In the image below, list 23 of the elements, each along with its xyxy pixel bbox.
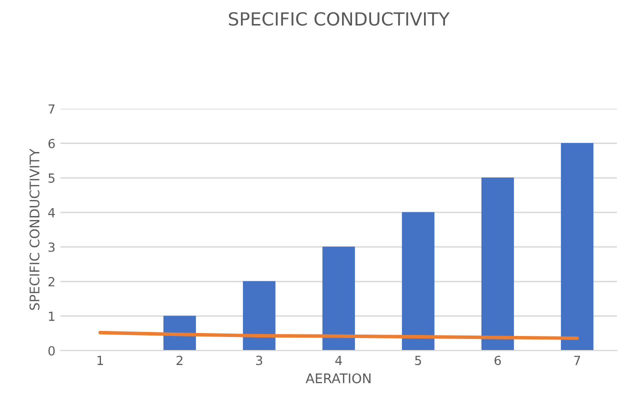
chart-title: SPECIFIC CONDUCTIVITY [228,12,450,26]
bar [242,281,276,351]
x-tick-label: 5 [415,356,422,366]
y-tick-label: 0 [48,346,55,356]
bar [560,143,594,351]
x-tick-label: 7 [574,356,580,365]
y-tick-label: 4 [48,208,55,218]
y-tick-label: 2 [48,276,54,286]
x-axis-title: AERATION [306,373,370,384]
x-tick-label: 2 [176,356,182,365]
bar [402,212,434,351]
x-tick-label: 4 [335,356,342,365]
y-tick-label: 3 [48,242,55,252]
x-tick-label: 6 [494,356,501,366]
y-tick-label: 1 [48,312,54,321]
y-tick-label: 5 [48,174,54,183]
bar [481,178,514,351]
bar [322,246,355,351]
x-tick-label: 3 [256,356,262,366]
x-tick-label: 1 [98,356,103,365]
y-tick-label: 6 [48,138,55,148]
y-axis-title: SPECIFIC CONDUCTIVITY [30,148,40,310]
y-tick-label: 7 [48,104,54,114]
